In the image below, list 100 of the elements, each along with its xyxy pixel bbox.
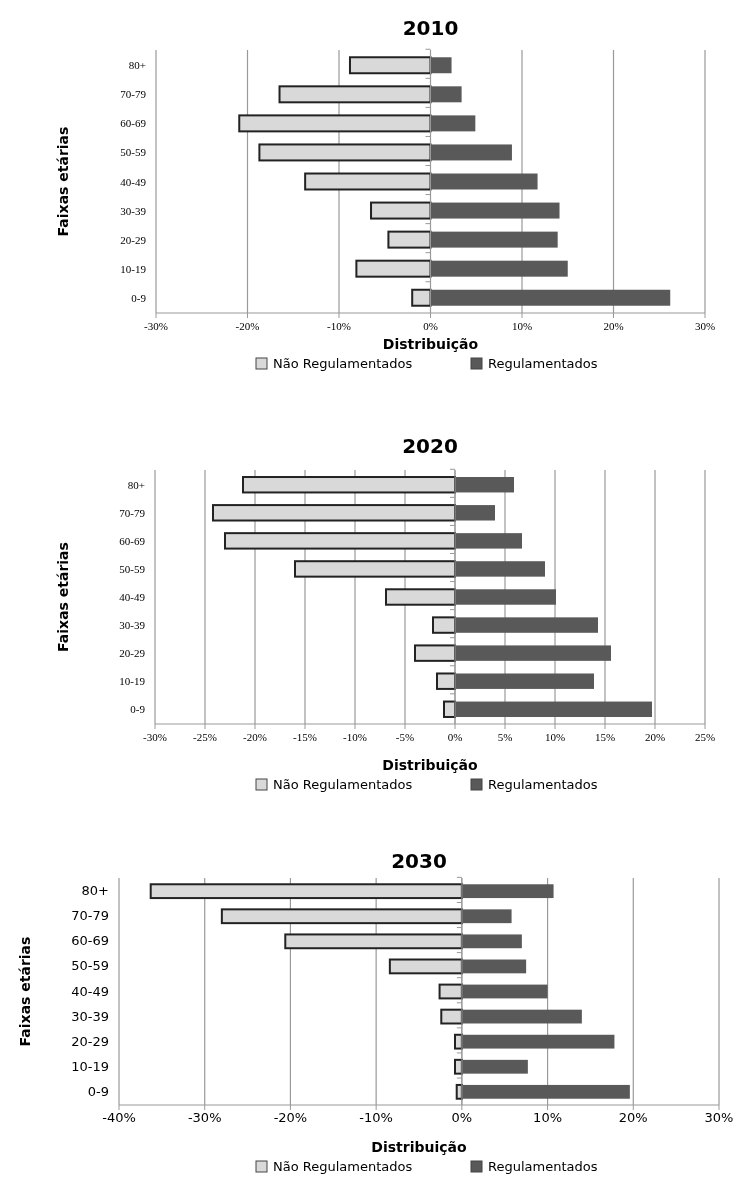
x-tick-label: 0% [447, 731, 463, 743]
y-axis-title: Faixas etárias [55, 126, 71, 237]
legend-label: Não Regulamentados [273, 356, 413, 371]
bar [430, 115, 476, 132]
bar [387, 230, 432, 249]
bar [242, 476, 456, 494]
y-tick-label: 60-69 [120, 117, 147, 130]
x-tick-label: 10% [533, 1110, 563, 1125]
x-tick-label: 25% [694, 731, 716, 743]
bar [455, 617, 598, 633]
legend-label: Regulamentados [488, 356, 598, 371]
x-axis-title: Distribuição [382, 757, 479, 773]
bar [461, 1009, 582, 1024]
x-tick-label: 10% [511, 320, 533, 332]
bar [370, 201, 432, 220]
x-tick-label: -20% [243, 731, 267, 743]
x-tick-label: -30% [187, 1110, 222, 1125]
bar [385, 588, 456, 606]
bar [388, 958, 463, 975]
bar [149, 883, 463, 900]
bar [455, 589, 556, 605]
bar [220, 908, 463, 925]
y-tick-label: 70-79 [120, 88, 147, 101]
bar [455, 533, 522, 549]
y-axis-title: Faixas etárias [55, 542, 71, 652]
x-tick-label: -20% [273, 1110, 308, 1125]
bar [455, 645, 611, 661]
x-tick-label: 20% [618, 1110, 648, 1125]
y-tick-label: 30-39 [120, 204, 147, 217]
bar [455, 505, 495, 521]
bar [461, 1059, 528, 1074]
bar [224, 532, 456, 550]
x-tick-label: 0% [451, 1110, 473, 1125]
x-tick-label: 20% [603, 320, 624, 332]
bar [430, 289, 671, 306]
x-tick-label: -25% [193, 731, 217, 743]
bar [304, 172, 432, 191]
x-tick-label: -5% [395, 731, 415, 743]
x-tick-label: -15% [293, 731, 317, 743]
y-tick-label: 50-59 [120, 146, 147, 159]
y-tick-label: 40-49 [120, 175, 147, 188]
bar [212, 504, 456, 522]
bar [455, 477, 514, 493]
bar [455, 561, 545, 577]
y-tick-label: 30-39 [71, 1008, 109, 1024]
legend-label: Não Regulamentados [273, 1159, 413, 1174]
y-tick-label: 40-49 [71, 983, 109, 999]
x-tick-label: 5% [497, 731, 513, 743]
bar [278, 85, 432, 104]
chart-title: 2020 [402, 434, 458, 458]
chart-title: 2030 [391, 849, 447, 873]
bar [430, 173, 538, 190]
x-tick-label: -20% [235, 320, 260, 332]
x-tick-label: 30% [704, 1110, 734, 1125]
y-tick-label: 20-29 [120, 233, 147, 246]
bar [432, 616, 456, 634]
x-tick-label: -40% [102, 1110, 136, 1125]
y-tick-label: 20-29 [71, 1033, 109, 1049]
x-tick-label: 0% [423, 320, 438, 332]
bar [461, 909, 512, 924]
y-tick-label: 40-49 [119, 591, 146, 603]
bar [461, 1034, 615, 1049]
bar [455, 673, 594, 689]
legend-label: Regulamentados [488, 777, 598, 792]
bar [436, 672, 456, 690]
y-tick-label: 50-59 [119, 562, 146, 575]
bar [461, 934, 522, 949]
y-tick-label: 60-69 [119, 534, 146, 547]
legend-label: Não Regulamentados [273, 777, 413, 792]
x-tick-label: -30% [143, 731, 167, 743]
y-tick-label: 10-19 [119, 675, 146, 688]
x-tick-label: -10% [343, 731, 367, 743]
y-tick-label: 0-9 [87, 1083, 109, 1099]
bar [258, 143, 432, 162]
bar [294, 560, 456, 578]
y-tick-label: 80+ [81, 883, 109, 899]
bar [461, 959, 527, 974]
bar [461, 884, 554, 899]
y-axis-title: Faixas etárias [17, 936, 33, 1047]
y-tick-label: 30-39 [119, 619, 146, 632]
bar [430, 57, 452, 74]
bar [430, 202, 560, 219]
y-tick-label: 80+ [127, 478, 145, 491]
y-tick-label: 0-9 [131, 291, 147, 304]
y-tick-label: 20-29 [119, 647, 146, 660]
y-tick-label: 70-79 [119, 506, 146, 519]
x-tick-label: 10% [544, 731, 566, 743]
y-tick-label: 10-19 [71, 1058, 109, 1074]
bar [430, 144, 512, 161]
y-tick-label: 80+ [128, 59, 146, 72]
y-tick-label: 50-59 [71, 958, 109, 974]
bar [355, 259, 432, 278]
bar [461, 984, 548, 999]
x-axis-title: Distribuição [371, 1139, 468, 1155]
bar [430, 260, 568, 277]
y-tick-label: 10-19 [120, 262, 147, 275]
x-tick-label: 30% [694, 320, 716, 332]
x-tick-label: 15% [594, 731, 616, 743]
y-tick-label: 70-79 [71, 908, 109, 924]
x-tick-label: -10% [327, 320, 351, 332]
